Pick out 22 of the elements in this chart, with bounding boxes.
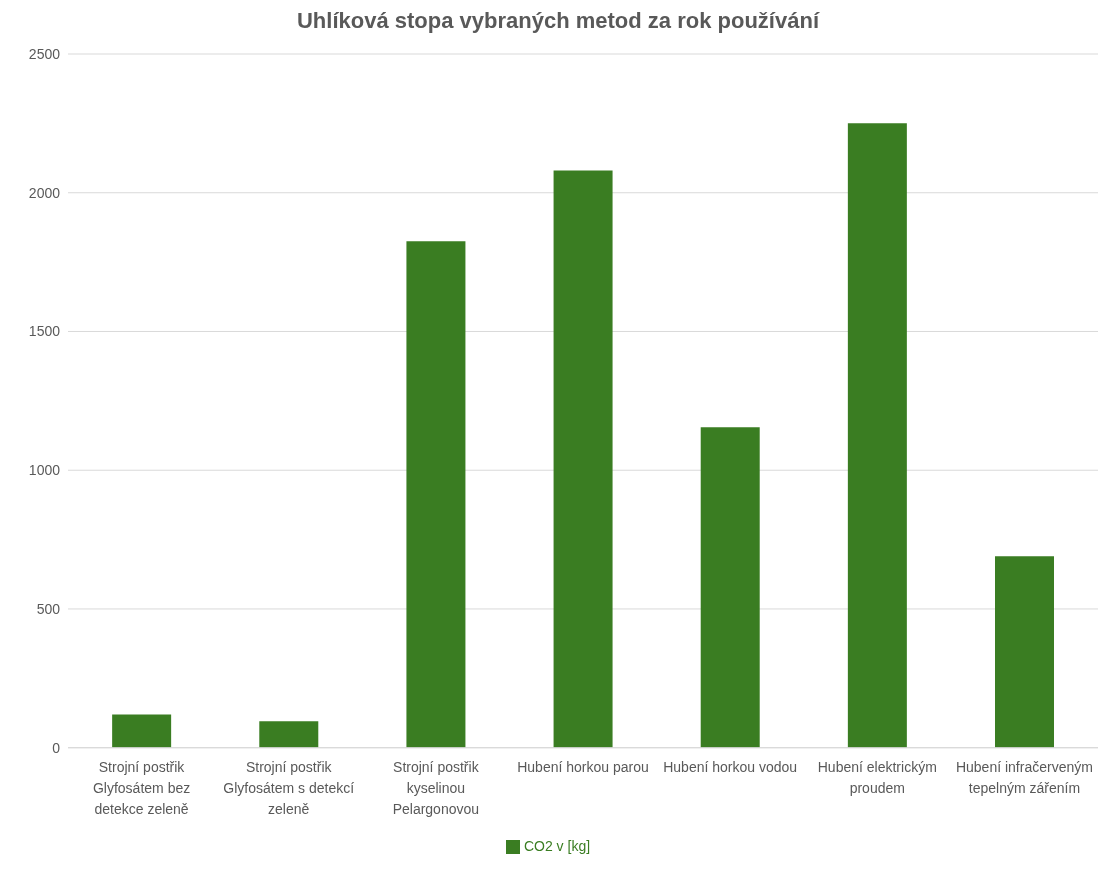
bar	[553, 170, 613, 748]
y-tick-label: 0	[52, 739, 61, 756]
x-tick-label: Hubení elektrickým proudem	[817, 758, 937, 796]
x-tick-label: Strojní postřik kyselinou Pelargonovou	[392, 758, 480, 817]
bar	[847, 123, 907, 748]
y-tick-label: 2000	[28, 184, 61, 201]
x-tick-label: Hubení horkou vodou	[663, 758, 798, 775]
x-tick-label: Strojní postřik Glyfosátem s detekcí zeleně	[223, 758, 355, 817]
bar	[406, 241, 466, 748]
y-tick-label: 2500	[28, 45, 61, 62]
x-tick-label: Strojní postřik Glyfosátem bez detekce zeleně	[92, 758, 191, 817]
y-tick-label: 1000	[28, 462, 61, 479]
bar	[112, 714, 172, 748]
bar	[259, 721, 319, 748]
legend-label: CO2 v [kg]	[523, 837, 591, 854]
y-tick-label: 500	[36, 600, 61, 617]
x-tick-label: Hubení horkou parou	[517, 758, 649, 775]
bar	[995, 556, 1054, 748]
y-tick-label: 1500	[28, 323, 61, 340]
x-tick-label: Hubení infračerveným tepelným zářením	[955, 758, 1093, 796]
bar	[700, 427, 760, 748]
chart-title: Uhlíková stopa vybraných metod za rok používání	[296, 8, 821, 34]
